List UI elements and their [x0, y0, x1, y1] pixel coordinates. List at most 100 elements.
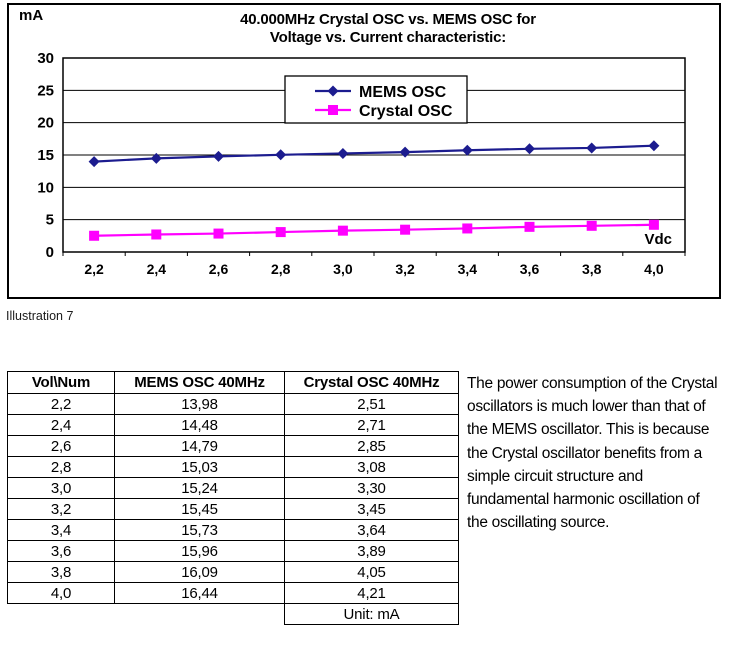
table-row: 3,4 15,73 3,64 [7, 519, 459, 541]
table-cell: 2,4 [7, 414, 115, 436]
series-marker [586, 142, 598, 154]
table-footer-row: Unit: mA [8, 603, 459, 625]
illustration-caption: Illustration 7 [6, 309, 74, 323]
series-marker [462, 223, 473, 234]
table-row: 3,6 15,96 3,89 [7, 540, 459, 562]
series-marker [89, 230, 100, 241]
y-tick-label: 30 [37, 50, 54, 67]
x-tick-label: 2,8 [271, 261, 291, 277]
x-tick-label: 3,0 [333, 261, 353, 277]
x-tick-label: 2,2 [84, 261, 104, 277]
x-tick-label: 3,2 [395, 261, 415, 277]
series-marker [648, 140, 660, 152]
series-marker [524, 143, 535, 155]
table-cell: 15,96 [114, 540, 285, 562]
table-cell: 3,2 [7, 498, 115, 520]
table-cell: 16,09 [114, 561, 285, 583]
y-tick-label: 5 [46, 212, 54, 229]
table-cell: 2,85 [284, 435, 459, 457]
series-marker [337, 147, 349, 159]
table-cell: 15,03 [114, 456, 285, 478]
data-table: Vol\Num MEMS OSC 40MHz Crystal OSC 40MHz 2,… [7, 371, 459, 625]
legend-box [284, 75, 468, 124]
table-cell: 3,45 [284, 498, 459, 520]
table-cell: 2,6 [7, 435, 115, 457]
series-marker [337, 225, 348, 236]
y-tick-label: 25 [37, 82, 54, 99]
table-cell: 2,51 [284, 393, 459, 415]
legend-label: MEMS OSC [359, 84, 447, 101]
description-paragraph: The power consumption of the Crystal osc… [467, 375, 718, 532]
series-marker [213, 228, 224, 239]
x-tick-label: 2,6 [209, 261, 229, 277]
table-row: 2,6 14,79 2,85 [7, 435, 459, 457]
series-line [94, 223, 654, 237]
table-cell: 15,24 [114, 477, 285, 499]
series-marker [150, 152, 162, 164]
chart-title-line1: 40.000MHz Crystal OSC vs. MEMS OSC for [240, 11, 536, 28]
series-marker [461, 144, 473, 156]
table-cell: 2,2 [7, 393, 115, 415]
legend-marker [327, 85, 339, 97]
series-marker [524, 221, 535, 232]
table-cell: 4,05 [284, 561, 459, 583]
table-header-cell: Vol\Num [7, 371, 115, 394]
x-tick-label: 3,4 [458, 261, 478, 277]
table-cell: 3,4 [7, 519, 115, 541]
table-row: 4,0 16,44 4,21 [7, 582, 459, 604]
table-row: 2,8 15,03 3,08 [7, 456, 459, 478]
chart-container: 0 5 10 15 20 25 30 2,2 2,4 2,6 2,8 3,0 3,2 3,4 3,6 3,8 4… [7, 3, 721, 299]
y-tick-label: 0 [46, 244, 54, 261]
legend-label: Crystal OSC [359, 103, 453, 120]
series-marker [586, 220, 597, 231]
table-blank-cell [115, 604, 285, 625]
table-cell: 14,48 [114, 414, 285, 436]
table-cell: 3,89 [284, 540, 459, 562]
table-row: 2,2 13,98 2,51 [7, 393, 459, 415]
table-cell: 3,6 [7, 540, 115, 562]
series-marker [648, 219, 659, 230]
table-cell: 3,64 [284, 519, 459, 541]
table-cell: 4,21 [284, 582, 459, 604]
y-axis-unit-label: mA [19, 7, 44, 24]
series-line [94, 144, 654, 163]
x-tick-label: 3,8 [582, 261, 602, 277]
y-tick-label: 20 [37, 115, 54, 132]
table-cell: 15,45 [114, 498, 285, 520]
series-marker [213, 150, 224, 162]
x-axis-unit-label: Vdc [644, 231, 672, 248]
chart-title-line2: Voltage vs. Current characteristic: [269, 29, 507, 46]
table-cell: 14,79 [114, 435, 285, 457]
table-cell: 15,73 [114, 519, 285, 541]
x-tick-label: 2,4 [147, 261, 167, 277]
table-row: 3,2 15,45 3,45 [7, 498, 459, 520]
table-header-cell: Crystal OSC 40MHz [284, 371, 459, 394]
table-unit-cell: Unit: mA [284, 603, 459, 625]
series-marker [399, 146, 411, 158]
table-cell: 13,98 [114, 393, 285, 415]
table-cell: 3,0 [7, 477, 115, 499]
series-marker [88, 156, 100, 168]
x-tick-label: 3,6 [520, 261, 540, 277]
table-cell: 16,44 [114, 582, 285, 604]
table-row: 2,4 14,48 2,71 [7, 414, 459, 436]
series-marker [400, 224, 411, 235]
series-marker [275, 227, 286, 238]
table-cell: 2,8 [7, 456, 115, 478]
chart-plot: 0 5 10 15 20 25 30 2,2 2,4 2,6 2,8 3,0 3,2 3,4 3,6 3,8 4… [37, 50, 686, 277]
table-blank-cell [8, 604, 115, 625]
chart-title: 40.000MHz Crystal OSC vs. MEMS OSC for V… [77, 11, 699, 47]
table-row: 3,8 16,09 4,05 [7, 561, 459, 583]
x-tick-label: 4,0 [644, 261, 664, 277]
table-cell: 3,30 [284, 477, 459, 499]
data-table-body: Vol\Num MEMS OSC 40MHz Crystal OSC 40MHz 2,… [7, 371, 459, 625]
table-cell: 4,0 [7, 582, 115, 604]
series-marker [275, 149, 287, 161]
y-tick-label: 10 [37, 179, 54, 196]
table-cell: 3,8 [7, 561, 115, 583]
y-tick-label: 15 [37, 147, 54, 164]
table-header-cell: MEMS OSC 40MHz [114, 371, 285, 394]
table-cell: 2,71 [284, 414, 459, 436]
series-marker [151, 229, 162, 240]
table-cell: 3,08 [284, 456, 459, 478]
